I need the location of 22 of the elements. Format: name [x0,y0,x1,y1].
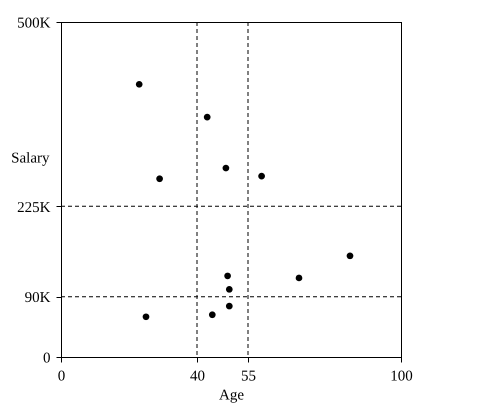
y-tick-label: 90K [24,290,51,306]
point [226,286,233,293]
point [156,175,163,182]
point [136,80,143,88]
x-tick-label: 55 [241,368,256,384]
x-tick-label: 100 [390,368,413,384]
y-tick-label: 225K [17,200,51,216]
x-tick-label: 40 [190,368,205,384]
point [346,252,354,260]
y-tick-label: 0 [43,350,50,366]
x-axis-title: Age [219,388,244,404]
y-axis-title: Salary [11,150,50,166]
point [222,164,230,172]
point [258,172,265,180]
point [208,311,216,318]
y-tick-label: 500K [17,16,51,32]
point [224,272,231,280]
point [204,114,211,120]
point [142,313,150,320]
point [296,274,302,282]
point [226,302,233,310]
x-tick-label: 0 [58,368,66,384]
